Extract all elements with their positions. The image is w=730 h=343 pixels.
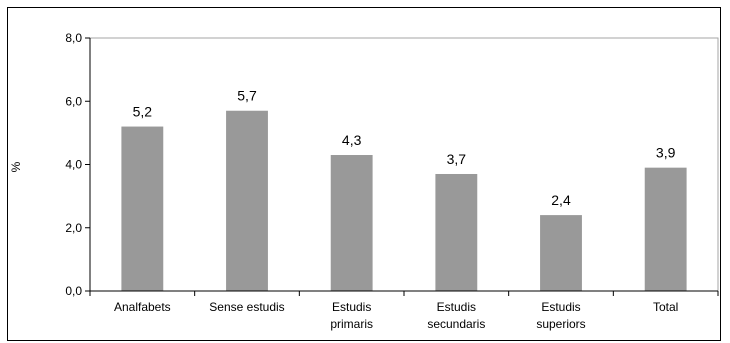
plot-area <box>89 37 719 292</box>
y-axis-label: % <box>9 161 23 172</box>
bar <box>435 173 478 291</box>
y-tick-label: 6,0 <box>65 94 82 108</box>
bar-value-label: 2,4 <box>551 192 571 208</box>
bar-value-label: 5,2 <box>133 104 153 120</box>
y-tick-label: 8,0 <box>65 31 82 45</box>
x-tick-label: Analfabets <box>114 300 171 314</box>
y-tick-label: 0,0 <box>65 284 82 298</box>
x-tick-label: Total <box>653 300 678 314</box>
x-tick-label: Estudis primaris <box>330 300 373 331</box>
x-axis: Analfabets Sense estudis Estudis primaris Es… <box>89 290 719 331</box>
x-tick-label: Sense estudis <box>209 300 284 314</box>
bar-series <box>121 110 687 291</box>
y-tick-label: 2,0 <box>65 221 82 235</box>
bar <box>330 155 373 291</box>
x-tick-label: Estudis superiors <box>536 300 585 331</box>
bar-value-label: 4,3 <box>342 132 362 148</box>
bar-value-label: 3,9 <box>656 145 676 161</box>
x-tick-label: Estudis secundaris <box>427 300 485 331</box>
y-axis: 0,0 2,0 4,0 6,0 8,0 <box>65 31 91 298</box>
bar-value-label: 5,7 <box>237 88 257 104</box>
bar-value-label: 3,7 <box>447 151 467 167</box>
y-tick-label: 4,0 <box>65 158 82 172</box>
data-labels: 5,2 5,7 4,3 3,7 2,4 3,9 <box>133 88 676 208</box>
bar <box>226 110 268 291</box>
bar <box>644 167 687 291</box>
bar <box>540 215 582 291</box>
bar <box>121 126 164 291</box>
